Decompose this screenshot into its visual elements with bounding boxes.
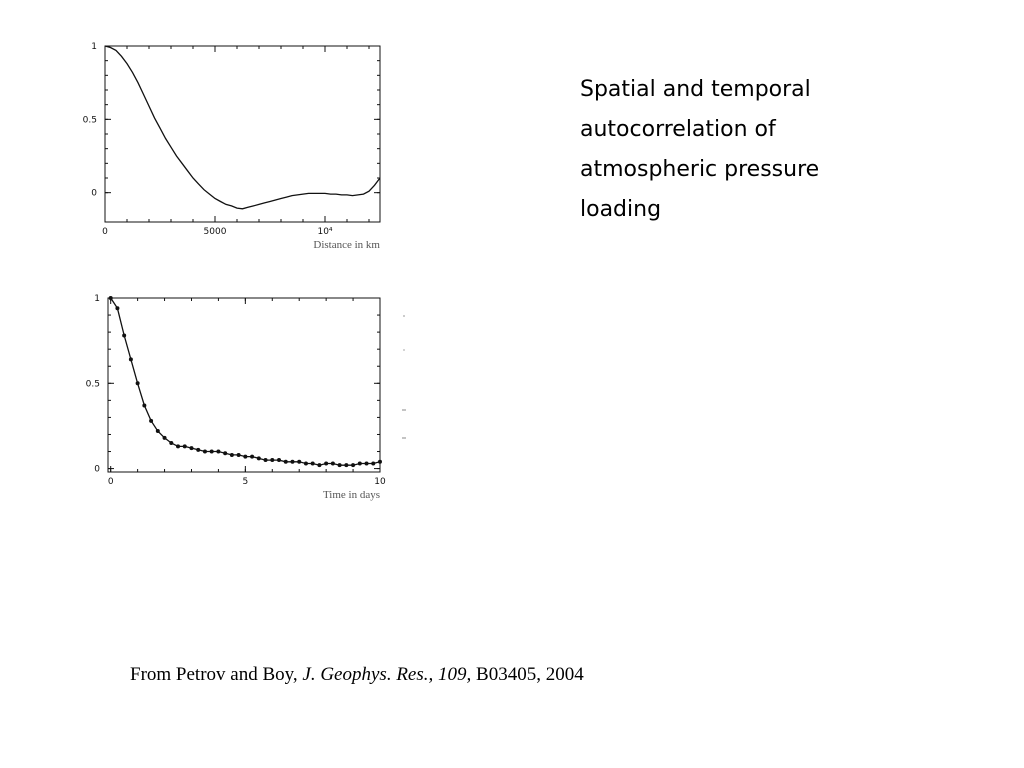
caption-line-4: loading [580,197,662,222]
y-tick-label: 0 [91,189,97,199]
y-tick-label: 1 [94,294,100,304]
data-point [149,418,154,423]
x-tick-label: 10⁴ [317,227,332,237]
data-point [364,461,369,466]
x-tick-label: 5 [242,477,248,487]
series-line [104,45,381,210]
data-point [303,461,308,466]
data-point [122,333,127,338]
data-point [229,452,234,457]
x-tick-label: 0 [108,477,114,487]
data-point [142,403,147,408]
x-tick-label: 5000 [204,227,227,237]
data-point [115,306,120,311]
data-point [236,452,241,457]
caption-line-1: Spatial and temporal [580,77,811,102]
y-tick-label: 0 [94,465,100,475]
data-point [162,435,167,440]
scan-artifact-marks [402,315,406,439]
data-point [223,451,228,456]
data-point [344,463,349,468]
data-point [128,357,133,362]
data-point [182,444,187,449]
x-tick-label: 10 [374,477,386,487]
data-point [378,459,382,464]
data-point [155,429,160,434]
data-point [176,444,181,449]
x-axis-title: Distance in km [313,239,380,251]
citation-prefix: From Petrov and Boy, [130,664,303,685]
data-point [108,296,113,300]
temporal-chart-svg: 0 5 10 0 0.5 1 Time in days [86,294,386,501]
data-point [196,447,201,452]
x-tick-label: 0 [102,227,108,237]
citation: From Petrov and Boy, J. Geophys. Res., 1… [130,664,584,686]
data-point [189,446,194,451]
plot-frame [104,45,381,223]
data-point [250,454,255,459]
data-point [243,454,248,459]
x-axis-title: Time in days [323,489,380,501]
data-point [283,459,288,464]
data-point [202,449,207,454]
y-tick-label: 0.5 [83,115,97,125]
data-point [324,461,329,466]
data-point [256,456,261,461]
data-point [216,449,221,454]
data-point [310,461,315,466]
data-point [351,463,356,468]
spatial-autocorrelation-chart: 0 5000 10⁴ 0 0.5 1 Distance in km [70,36,390,258]
data-point [209,449,214,454]
plot-frame [107,297,381,473]
citation-suffix: B03405, 2004 [471,664,584,685]
data-point [277,458,282,463]
data-point [135,381,140,386]
temporal-autocorrelation-chart: 0 5 10 0 0.5 1 Time in days [70,290,390,512]
data-point [263,458,268,463]
y-tick-label: 1 [91,42,97,52]
data-point [169,441,174,445]
data-point [317,463,322,468]
data-point [337,463,342,468]
data-point [330,461,335,466]
caption-line-2: autocorrelation of [580,117,776,142]
caption-line-3: atmospheric pressure [580,157,820,182]
data-point [297,459,302,464]
series-line [110,297,381,466]
spatial-chart-svg: 0 5000 10⁴ 0 0.5 1 Distance in km [83,42,381,251]
data-point [290,459,295,464]
citation-journal: J. Geophys. Res., 109, [302,664,472,685]
data-point [371,461,376,466]
y-tick-label: 0.5 [86,379,100,389]
data-point [270,458,275,463]
slide-caption: Spatial and temporal autocorrelation of … [580,70,880,230]
data-point [357,461,362,466]
